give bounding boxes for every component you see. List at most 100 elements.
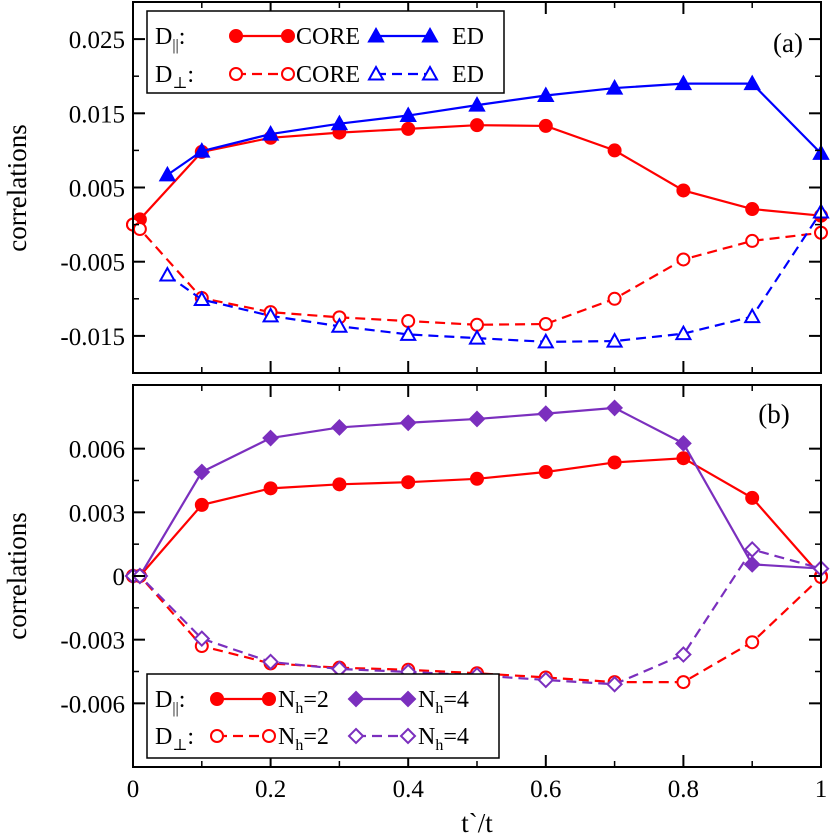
data-point-a-perp-core <box>401 314 416 329</box>
data-point-b-par-4 <box>399 414 417 432</box>
legend-sample-a-perp-ed <box>367 64 439 81</box>
legend-sample-b-par-2 <box>210 692 276 706</box>
data-point-b-perp-4 <box>537 671 555 689</box>
data-point-b-par-4 <box>674 434 692 452</box>
legend-marker-a-par-ed <box>421 26 439 43</box>
data-point-a-par-ed <box>468 96 486 112</box>
x-tick-label: 0 <box>127 776 140 803</box>
series-line-b-perp-2 <box>133 574 822 684</box>
legend-sample-a-par-core <box>229 29 295 43</box>
data-point-a-perp-core <box>676 252 691 267</box>
x-tick-label: 0.2 <box>255 776 286 803</box>
data-point-a-perp-core <box>470 317 484 332</box>
panel-a-ytick-label: 0.005 <box>69 176 125 203</box>
panel-a-ytick-label: 0.025 <box>69 27 125 54</box>
data-point-a-perp-ed <box>261 306 280 323</box>
data-point-b-perp-4 <box>606 675 624 693</box>
panel-a-ytick-label: 0.015 <box>69 101 125 128</box>
series-b-par-2 <box>126 451 828 583</box>
legend-marker-b-par-4 <box>399 690 417 708</box>
series-b-perp-4 <box>124 541 830 693</box>
data-point-b-perp-4 <box>193 630 211 648</box>
panel-b-ytick-label: 0 <box>113 564 126 591</box>
legend-marker-b-perp-2 <box>262 729 276 743</box>
panel-a-legend-row-perpendicular: D⊥: <box>155 62 194 92</box>
panel-a-legend: D||: D⊥: CORE ED CORE ED <box>146 10 505 94</box>
data-point-b-par-2 <box>745 490 760 505</box>
panel-a-y-axis-title: correlations <box>2 124 32 251</box>
data-point-b-par-2 <box>607 455 622 470</box>
data-point-a-perp-ed <box>674 324 693 341</box>
legend-marker-b-par-2 <box>210 692 224 706</box>
data-point-b-par-2 <box>470 471 484 486</box>
data-point-a-par-core <box>607 143 622 158</box>
x-tick-label: 0.4 <box>393 776 425 803</box>
legend-label-a-par-ed: ED <box>452 24 484 50</box>
data-point-b-par-4 <box>537 405 555 423</box>
panel-b: -0.006 -0.003 0 0.003 0.006 0 0.2 0.4 0.6 0.8 1 co… <box>2 384 830 838</box>
legend-sample-a-perp-core <box>229 67 295 81</box>
data-point-a-par-core <box>745 202 760 217</box>
data-point-b-par-4 <box>262 429 280 447</box>
data-point-a-perp-ed <box>193 290 211 307</box>
panel-b-legend: D||: D⊥: Nh=2 Nh=4 Nh=2 Nh=4 <box>146 673 500 759</box>
data-point-a-par-core <box>676 183 691 198</box>
panel-b-frame <box>132 384 822 768</box>
legend-marker-a-perp-ed <box>367 64 385 81</box>
panel-b-ytick-label: -0.003 <box>60 628 125 655</box>
legend-label-a-perp-ed: ED <box>452 62 484 88</box>
legend-sample-b-par-4 <box>347 690 417 708</box>
legend-marker-a-perp-core <box>229 67 243 81</box>
data-point-a-perp-core <box>538 317 553 332</box>
panel-b-ticks-layer: -0.006 -0.003 0 0.003 0.006 0 0.2 0.4 0.6 0.8 1 <box>60 385 827 803</box>
data-point-a-perp-ed <box>743 307 761 324</box>
data-point-a-perp-ed <box>330 317 349 333</box>
legend-label-a-perp-core: CORE <box>296 62 360 88</box>
data-point-b-par-4 <box>606 399 624 417</box>
panel-a-legend-row-parallel: D||: <box>155 24 185 54</box>
panel-b-ytick-label: 0.003 <box>69 500 125 527</box>
data-point-a-perp-ed <box>399 325 417 341</box>
series-a-perp-ed <box>158 202 830 349</box>
data-point-b-par-4 <box>330 419 348 436</box>
series-line-a-perp-core <box>132 223 822 326</box>
legend-marker-b-perp-2 <box>210 729 224 743</box>
data-point-b-par-2 <box>332 477 347 492</box>
series-b-par-4 <box>124 399 830 585</box>
data-point-a-par-ed <box>743 74 761 91</box>
data-point-b-par-2 <box>401 475 416 490</box>
panel-b-ytick-label: -0.006 <box>60 691 125 718</box>
panel-a-legend-frame <box>146 10 505 94</box>
data-point-b-par-4 <box>193 463 211 481</box>
data-point-b-perp-4 <box>743 541 761 558</box>
panel-a: -0.015 -0.005 0.005 0.015 0.025 correlations… <box>2 1 830 374</box>
data-point-a-perp-core <box>607 291 622 306</box>
series-a-par-ed <box>158 74 830 182</box>
data-point-a-par-ed <box>399 106 417 123</box>
data-point-a-par-core <box>401 121 416 136</box>
data-point-b-perp-2 <box>676 675 691 690</box>
data-point-a-par-core <box>538 118 553 133</box>
x-axis-title: t`/t <box>461 808 493 838</box>
panel-b-y-axis-title: correlations <box>2 512 32 639</box>
data-point-a-par-ed <box>330 114 349 131</box>
panel-a-ytick-label: -0.015 <box>60 324 125 351</box>
panel-b-series-layer <box>124 399 830 693</box>
data-point-b-par-4 <box>743 555 761 573</box>
legend-label-b-perp-2: Nh=2 <box>278 724 329 754</box>
data-point-b-par-2 <box>194 497 209 512</box>
data-point-b-perp-4 <box>674 646 692 663</box>
x-tick-label: 0.6 <box>530 776 561 803</box>
legend-marker-a-par-ed <box>367 26 385 43</box>
data-point-a-perp-ed <box>158 266 177 282</box>
series-line-a-par-core <box>132 124 822 226</box>
legend-label-a-par-core: CORE <box>296 24 360 50</box>
data-point-b-perp-4 <box>262 653 280 671</box>
data-point-a-par-ed <box>261 125 280 141</box>
data-point-a-par-ed <box>158 165 177 182</box>
data-point-b-par-4 <box>468 410 486 428</box>
x-tick-label: 0.8 <box>668 776 699 803</box>
legend-sample-a-par-ed <box>367 26 439 43</box>
legend-sample-b-perp-2 <box>210 729 276 743</box>
